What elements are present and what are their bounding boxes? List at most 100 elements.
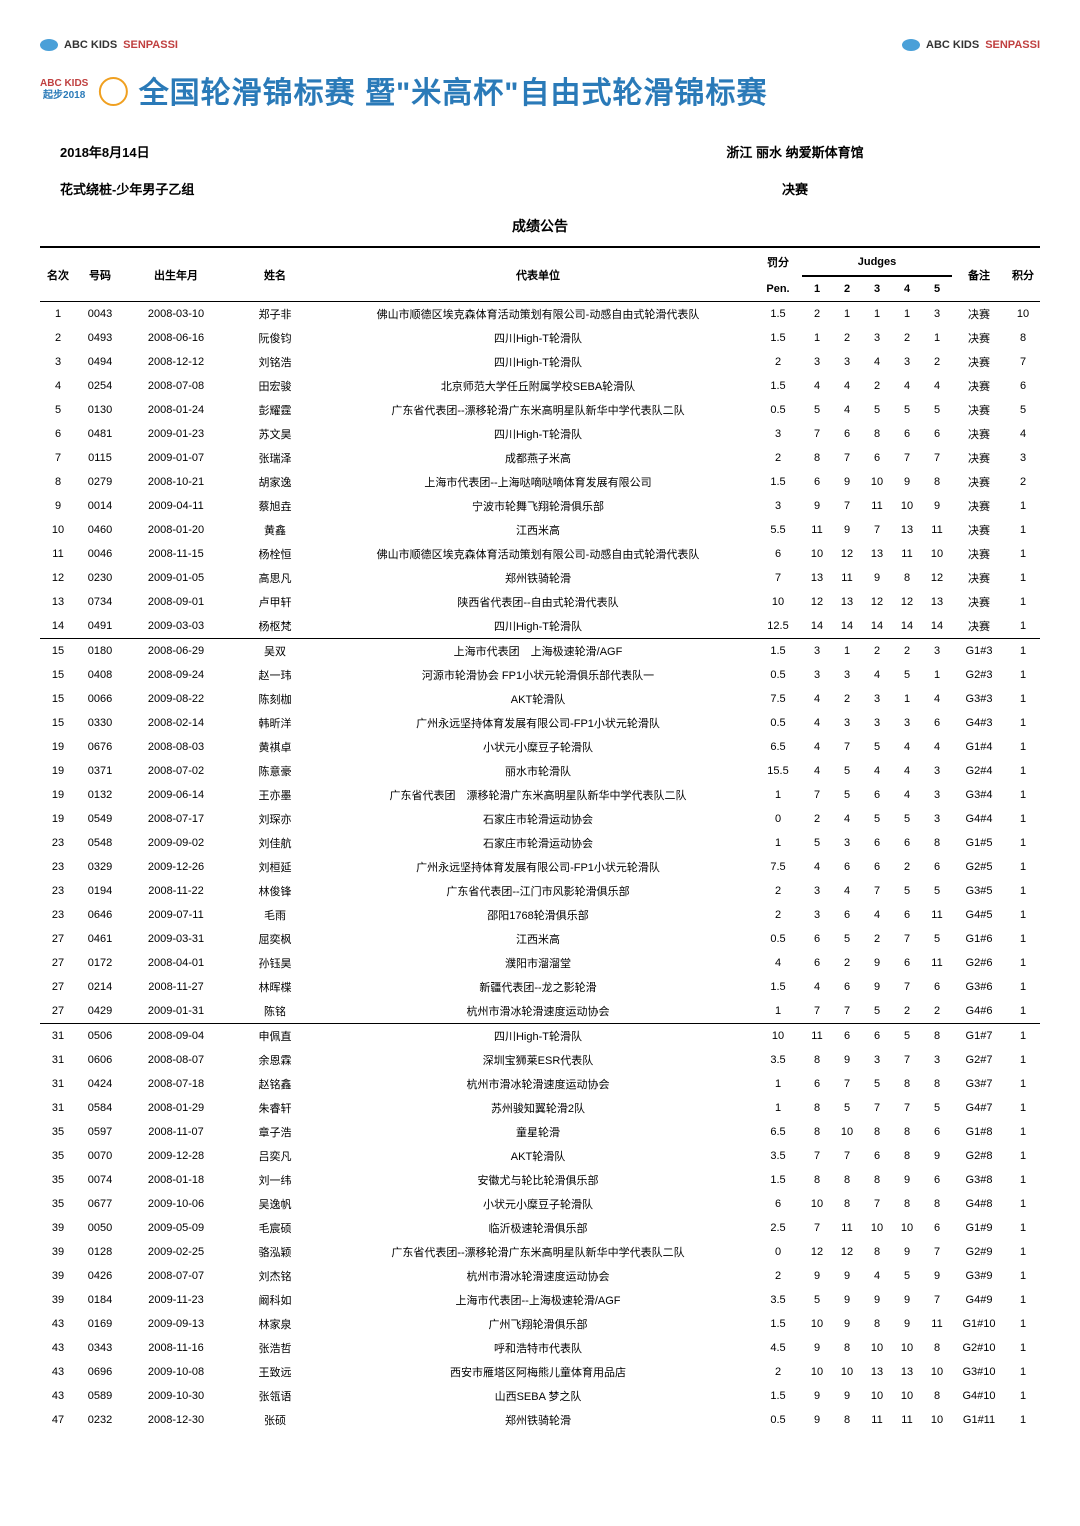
cell: 8 [862,1120,892,1144]
cell: 0 [754,1240,802,1264]
cell: 11 [862,1408,892,1432]
table-row: 3505972008-11-07章子浩童星轮滑6.5810886G1#81 [40,1120,1040,1144]
th-remark: 备注 [952,247,1006,302]
cell: 1.5 [754,470,802,494]
cell: 27 [40,951,76,975]
cell: 1 [1006,1408,1040,1432]
cell: G1#4 [952,735,1006,759]
cell: 6 [922,975,952,999]
table-row: 1503302008-02-14韩昕洋广州永远坚持体育发展有限公司-FP1小状元… [40,711,1040,735]
cell: 1 [754,831,802,855]
cell: 佛山市顺德区埃克森体育活动策划有限公司-动感自由式轮滑代表队 [322,542,754,566]
cell: 四川High-T轮滑队 [322,614,754,639]
cell: 四川High-T轮滑队 [322,326,754,350]
table-row: 2704292009-01-31陈铭杭州市滑冰轮滑速度运动协会177522G4#… [40,999,1040,1024]
cell: 7 [802,1144,832,1168]
cell: 27 [40,975,76,999]
cell: 10 [892,1384,922,1408]
cell: 8 [922,1384,952,1408]
cell: 1 [1006,494,1040,518]
cell: 13 [862,1360,892,1384]
cell: 1 [922,663,952,687]
cell: 8 [922,1192,952,1216]
table-row: 1901322009-06-14王亦墨广东省代表团 漂移轮滑广东米高明星队新华中… [40,783,1040,807]
cell: 7 [862,879,892,903]
th-pen-top: 罚分 [754,247,802,276]
table-row: 4306962009-10-08王致远西安市雁塔区阿梅熊儿童体育用品店21010… [40,1360,1040,1384]
banner: ABC KIDS 起步2018 ◯ 全国轮滑锦标赛 暨"米高杯"自由式轮滑锦标赛 [40,68,1040,112]
cell: 0329 [76,855,124,879]
cell: 上海市代表团 上海极速轮滑/AGF [322,639,754,664]
cell: 0194 [76,879,124,903]
cell: 1 [1006,951,1040,975]
meta-event: 花式绕桩-少年男子乙组 [40,179,550,198]
cell: 4 [802,374,832,398]
cell: G4#6 [952,999,1006,1024]
cell: 1 [1006,807,1040,831]
cell: 9 [802,494,832,518]
cell: 1 [832,639,862,664]
cell: 23 [40,879,76,903]
cell: 郑州铁骑轮滑 [322,566,754,590]
cell: 4 [832,374,862,398]
cell: 23 [40,903,76,927]
cell: 6 [754,1192,802,1216]
brand-icon [40,39,58,51]
cell: 决赛 [952,326,1006,350]
cell: 屈奕枫 [228,927,322,951]
cell: 2008-01-24 [124,398,228,422]
cell: 2 [754,879,802,903]
cell: 4 [832,398,862,422]
cell: 6 [40,422,76,446]
cell: 0132 [76,783,124,807]
cell: 9 [922,1144,952,1168]
cell: 临沂极速轮滑俱乐部 [322,1216,754,1240]
cell: 43 [40,1384,76,1408]
meta-venue: 浙江 丽水 纳爱斯体育馆 [550,142,1040,161]
cell: 0184 [76,1288,124,1312]
cell: 0014 [76,494,124,518]
cell: 苏文昊 [228,422,322,446]
cell: 5 [892,807,922,831]
cell: 成都燕子米高 [322,446,754,470]
cell: 2 [832,326,862,350]
cell: 石家庄市轮滑运动协会 [322,807,754,831]
cell: 6 [832,422,862,446]
cell: 0115 [76,446,124,470]
cell: 2009-09-02 [124,831,228,855]
cell: G1#3 [952,639,1006,664]
cell: 1 [1006,927,1040,951]
cell: 4 [802,759,832,783]
cell: 4 [892,374,922,398]
table-row: 1501802008-06-29吴双上海市代表团 上海极速轮滑/AGF1.531… [40,639,1040,664]
cell: 1 [802,326,832,350]
table-row: 2701722008-04-01孙钰昊濮阳市溜溜堂4629611G2#61 [40,951,1040,975]
th-bib: 号码 [76,247,124,302]
cell: 0066 [76,687,124,711]
cell: G2#7 [952,1048,1006,1072]
cell: 10 [892,1216,922,1240]
cell: 1 [1006,735,1040,759]
cell: 0 [754,807,802,831]
meta-stage: 决赛 [550,179,1040,198]
cell: 6.5 [754,735,802,759]
cell: 6 [802,470,832,494]
cell: 安徽尤与轮比轮滑俱乐部 [322,1168,754,1192]
banner-title: ◯ 全国轮滑锦标赛 暨"米高杯"自由式轮滑锦标赛 [98,68,767,112]
cell: 2 [754,350,802,374]
cell: 5 [922,879,952,903]
cell: 0606 [76,1048,124,1072]
cell: 陈意豪 [228,759,322,783]
cell: 决赛 [952,518,1006,542]
cell: 1 [754,1096,802,1120]
cell: 12 [922,566,952,590]
cell: 7 [802,999,832,1024]
cell: 3 [832,350,862,374]
cell: 7 [862,1096,892,1120]
cell: 7 [832,735,862,759]
cell: 10 [802,1360,832,1384]
cell: 19 [40,783,76,807]
cell: 6 [862,1144,892,1168]
cell: 8 [892,1144,922,1168]
cell: 3 [892,350,922,374]
